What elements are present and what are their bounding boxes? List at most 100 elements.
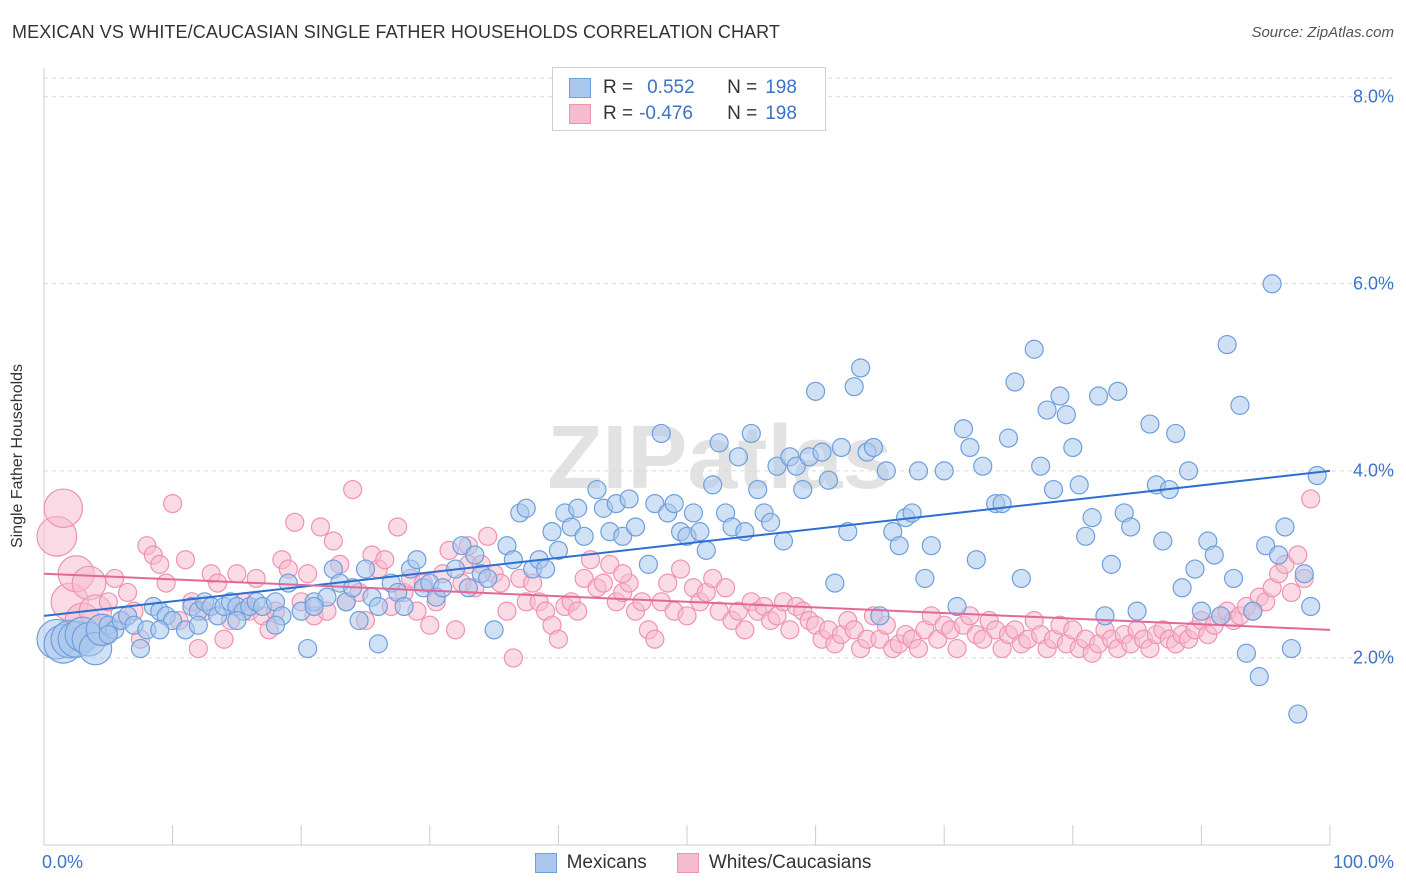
mexican-point <box>889 536 909 556</box>
mexican-point <box>1166 423 1186 444</box>
white-point <box>310 517 331 537</box>
mexican-point <box>188 615 208 635</box>
mexican-point <box>465 545 485 565</box>
mexican-point <box>651 423 671 444</box>
mexican-point <box>1256 536 1276 556</box>
white-point <box>298 564 318 584</box>
mexican-point <box>760 512 781 532</box>
white-point <box>780 620 800 640</box>
mexican-point <box>921 536 941 556</box>
white-point <box>973 629 993 649</box>
mexican-point <box>349 610 369 631</box>
mexican-point <box>561 517 581 537</box>
mexican-point <box>619 489 639 509</box>
mexican-point <box>786 456 806 476</box>
white-point <box>388 517 408 537</box>
mexican-point <box>690 522 710 542</box>
mexican-point <box>638 554 659 574</box>
n-label: N = <box>727 103 758 124</box>
mexican-point <box>407 550 427 570</box>
mexican-point <box>773 531 794 551</box>
chart-title: MEXICAN VS WHITE/CAUCASIAN SINGLE FATHER… <box>12 22 781 42</box>
mexican-point <box>1069 475 1089 495</box>
y-tick-label: 6.0% <box>1352 273 1394 294</box>
white-point <box>593 573 614 593</box>
mexican-point <box>953 419 974 439</box>
mexican-point <box>433 578 453 598</box>
mexican-point <box>915 568 935 589</box>
r-value: 0.552 <box>647 77 695 98</box>
mexican-point <box>992 493 1012 514</box>
mexican-point <box>1294 564 1314 584</box>
x-tick-label-max: 100.0% <box>1332 852 1394 872</box>
y-tick-label: 8.0% <box>1352 86 1394 107</box>
white-point <box>632 592 652 612</box>
mexican-point <box>478 568 498 589</box>
mexican-point <box>1262 274 1282 294</box>
white-point <box>188 638 208 659</box>
mexican-point <box>1076 526 1096 546</box>
mexican-point <box>1101 554 1121 574</box>
mexican-point <box>1307 465 1327 486</box>
mexican-point <box>998 428 1019 448</box>
mexican-point <box>966 550 986 570</box>
mexican-point <box>298 638 318 659</box>
mexican-point <box>908 461 929 481</box>
white-point <box>709 601 729 621</box>
white-point <box>548 629 569 649</box>
mexican-point <box>1191 601 1212 621</box>
n-value: 198 <box>765 77 797 98</box>
r-label: R = <box>603 77 634 98</box>
mexicans-trend-line <box>43 469 1331 617</box>
mexican-point <box>709 433 729 453</box>
white-point <box>156 573 176 593</box>
blue-swatch-icon <box>534 853 557 873</box>
white-point <box>445 620 466 640</box>
mexican-point <box>748 479 768 500</box>
white-point <box>71 565 107 601</box>
mexican-point <box>368 596 388 617</box>
mexican-point <box>304 596 324 617</box>
white-point <box>98 592 118 612</box>
white-point <box>613 564 633 584</box>
mexicans-points <box>36 274 1327 724</box>
mexican-point <box>163 610 183 631</box>
white-point <box>323 531 343 551</box>
pink-swatch-icon <box>569 104 591 124</box>
mexican-point <box>844 377 864 397</box>
r-value: -0.476 <box>639 103 693 124</box>
legend-row-whites: R = -0.476 N = 198 <box>569 102 797 126</box>
trend-lines <box>43 469 1331 631</box>
mexican-point <box>1185 559 1205 579</box>
legend-item-whites: Whites/Caucasians <box>676 852 871 874</box>
mexican-point <box>1249 667 1269 687</box>
white-point <box>175 550 196 570</box>
mexican-point <box>1037 400 1057 420</box>
mexican-point <box>1011 568 1031 589</box>
mexican-point <box>355 559 376 579</box>
mexican-point <box>368 634 388 654</box>
mexican-point <box>876 461 896 481</box>
mexican-point <box>863 437 884 458</box>
mexican-point <box>1236 643 1257 663</box>
white-point <box>420 615 440 635</box>
white-point <box>208 573 228 593</box>
mexican-point <box>130 638 151 659</box>
mexican-point <box>831 437 851 458</box>
mexican-point <box>542 522 562 542</box>
mexican-point <box>934 461 954 481</box>
mexican-point <box>1230 395 1250 415</box>
pink-swatch-icon <box>676 853 699 873</box>
white-point <box>478 526 498 546</box>
mexican-point <box>574 526 594 546</box>
mexican-point <box>1050 386 1070 406</box>
white-point <box>227 564 247 584</box>
mexican-point <box>645 493 665 514</box>
white-point <box>343 479 363 500</box>
white-point <box>497 601 517 621</box>
mexican-point <box>1204 545 1224 565</box>
mexican-point <box>1095 606 1115 626</box>
white-point <box>105 568 125 589</box>
mexican-point <box>1268 545 1289 565</box>
